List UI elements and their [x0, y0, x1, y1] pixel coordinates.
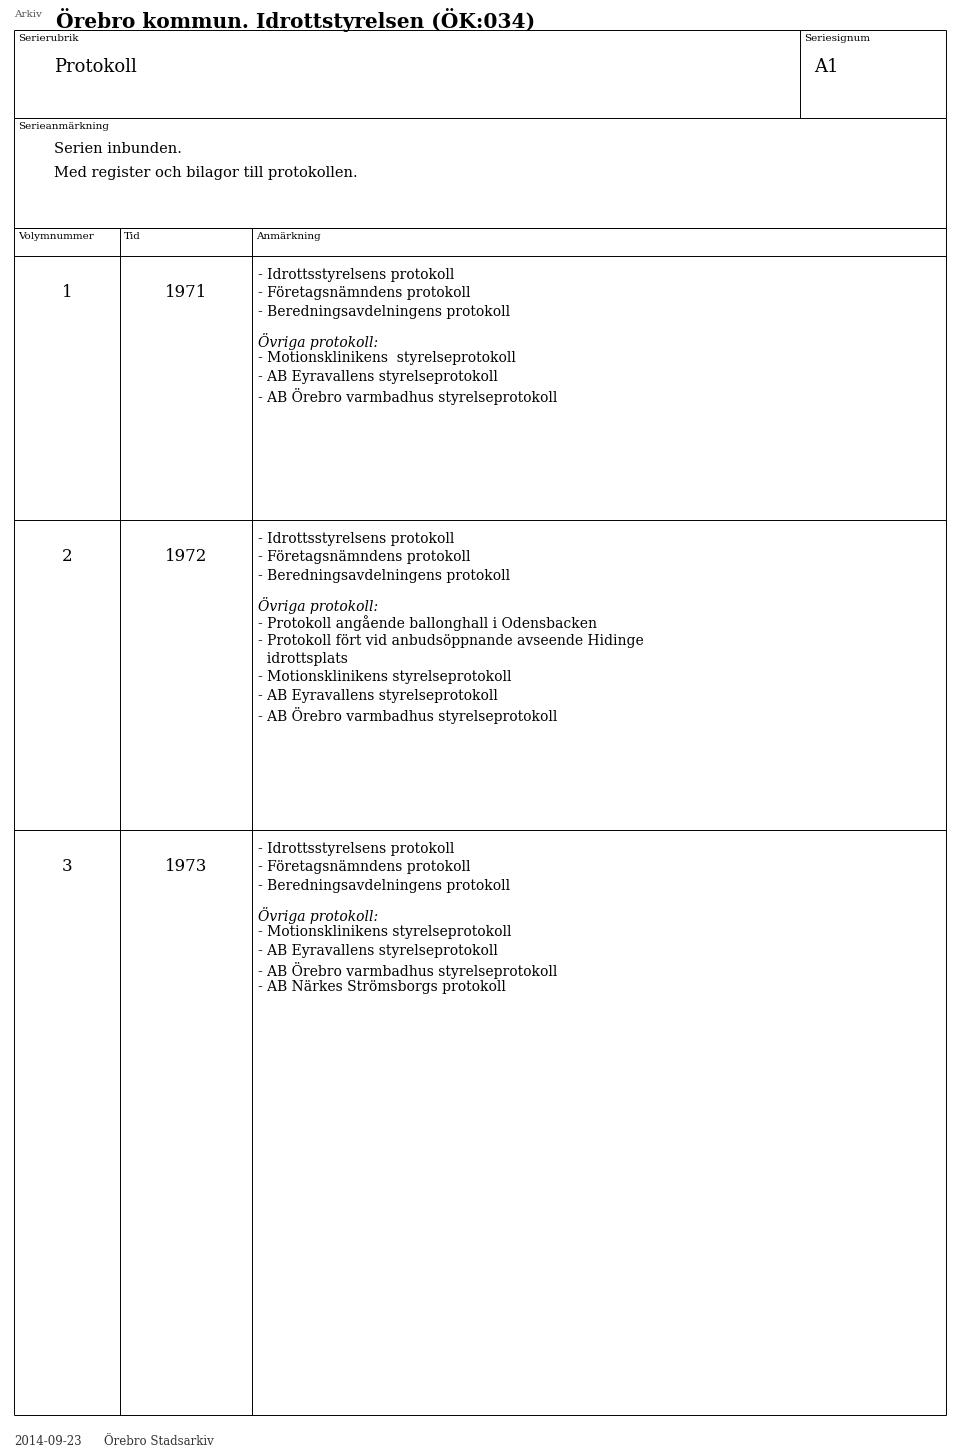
Text: 2014-09-23: 2014-09-23 [14, 1435, 82, 1447]
Text: Serieanmärkning: Serieanmärkning [18, 122, 109, 132]
Text: Örebro kommun. Idrottstyrelsen (ÖK:034): Örebro kommun. Idrottstyrelsen (ÖK:034) [56, 9, 535, 32]
Text: - Motionsklinikens styrelseprotokoll: - Motionsklinikens styrelseprotokoll [258, 925, 512, 939]
Text: 1971: 1971 [165, 284, 207, 301]
Text: - AB Örebro varmbadhus styrelseprotokoll: - AB Örebro varmbadhus styrelseprotokoll [258, 388, 558, 405]
Text: - Idrottsstyrelsens protokoll: - Idrottsstyrelsens protokoll [258, 268, 454, 282]
Text: - Motionsklinikens styrelseprotokoll: - Motionsklinikens styrelseprotokoll [258, 670, 512, 684]
Text: - AB Eyravallens styrelseprotokoll: - AB Eyravallens styrelseprotokoll [258, 943, 498, 958]
Text: Anmärkning: Anmärkning [256, 232, 321, 242]
Text: - Företagsnämndens protokoll: - Företagsnämndens protokoll [258, 550, 470, 564]
Text: - AB Närkes Strömsborgs protokoll: - AB Närkes Strömsborgs protokoll [258, 981, 506, 994]
Text: 2: 2 [61, 548, 72, 564]
Text: Serierubrik: Serierubrik [18, 33, 79, 43]
Text: Seriesignum: Seriesignum [804, 33, 870, 43]
Text: - Protokoll fört vid anbudsöppnande avseende Hidinge: - Protokoll fört vid anbudsöppnande avse… [258, 634, 644, 647]
Text: 1972: 1972 [165, 548, 207, 564]
Text: Med register och bilagor till protokollen.: Med register och bilagor till protokolle… [54, 166, 358, 179]
Text: Tid: Tid [124, 232, 141, 242]
Text: - Beredningsavdelningens protokoll: - Beredningsavdelningens protokoll [258, 569, 510, 583]
Text: - Beredningsavdelningens protokoll: - Beredningsavdelningens protokoll [258, 305, 510, 318]
Text: Övriga protokoll:: Övriga protokoll: [258, 333, 378, 350]
Text: - AB Örebro varmbadhus styrelseprotokoll: - AB Örebro varmbadhus styrelseprotokoll [258, 962, 558, 980]
Text: - Företagsnämndens protokoll: - Företagsnämndens protokoll [258, 287, 470, 301]
Text: - Företagsnämndens protokoll: - Företagsnämndens protokoll [258, 861, 470, 874]
Text: A1: A1 [814, 58, 838, 77]
Text: - AB Örebro varmbadhus styrelseprotokoll: - AB Örebro varmbadhus styrelseprotokoll [258, 708, 558, 725]
Text: Övriga protokoll:: Övriga protokoll: [258, 906, 378, 923]
Text: - Idrottsstyrelsens protokoll: - Idrottsstyrelsens protokoll [258, 532, 454, 546]
Text: Övriga protokoll:: Övriga protokoll: [258, 596, 378, 614]
Text: - Motionsklinikens  styrelseprotokoll: - Motionsklinikens styrelseprotokoll [258, 352, 516, 365]
Text: - Protokoll angående ballonghall i Odensbacken: - Protokoll angående ballonghall i Odens… [258, 615, 597, 631]
Text: - AB Eyravallens styrelseprotokoll: - AB Eyravallens styrelseprotokoll [258, 369, 498, 383]
Text: - Beredningsavdelningens protokoll: - Beredningsavdelningens protokoll [258, 878, 510, 893]
Text: idrottsplats: idrottsplats [258, 653, 348, 666]
Text: 1: 1 [61, 284, 72, 301]
Text: - Idrottsstyrelsens protokoll: - Idrottsstyrelsens protokoll [258, 842, 454, 857]
Text: 3: 3 [61, 858, 72, 875]
Text: Örebro Stadsarkiv: Örebro Stadsarkiv [104, 1435, 214, 1447]
Text: 1973: 1973 [165, 858, 207, 875]
Text: Protokoll: Protokoll [54, 58, 137, 77]
Text: Arkiv: Arkiv [14, 10, 42, 19]
Text: Volymnummer: Volymnummer [18, 232, 94, 242]
Text: - AB Eyravallens styrelseprotokoll: - AB Eyravallens styrelseprotokoll [258, 689, 498, 703]
Text: Serien inbunden.: Serien inbunden. [54, 142, 181, 156]
